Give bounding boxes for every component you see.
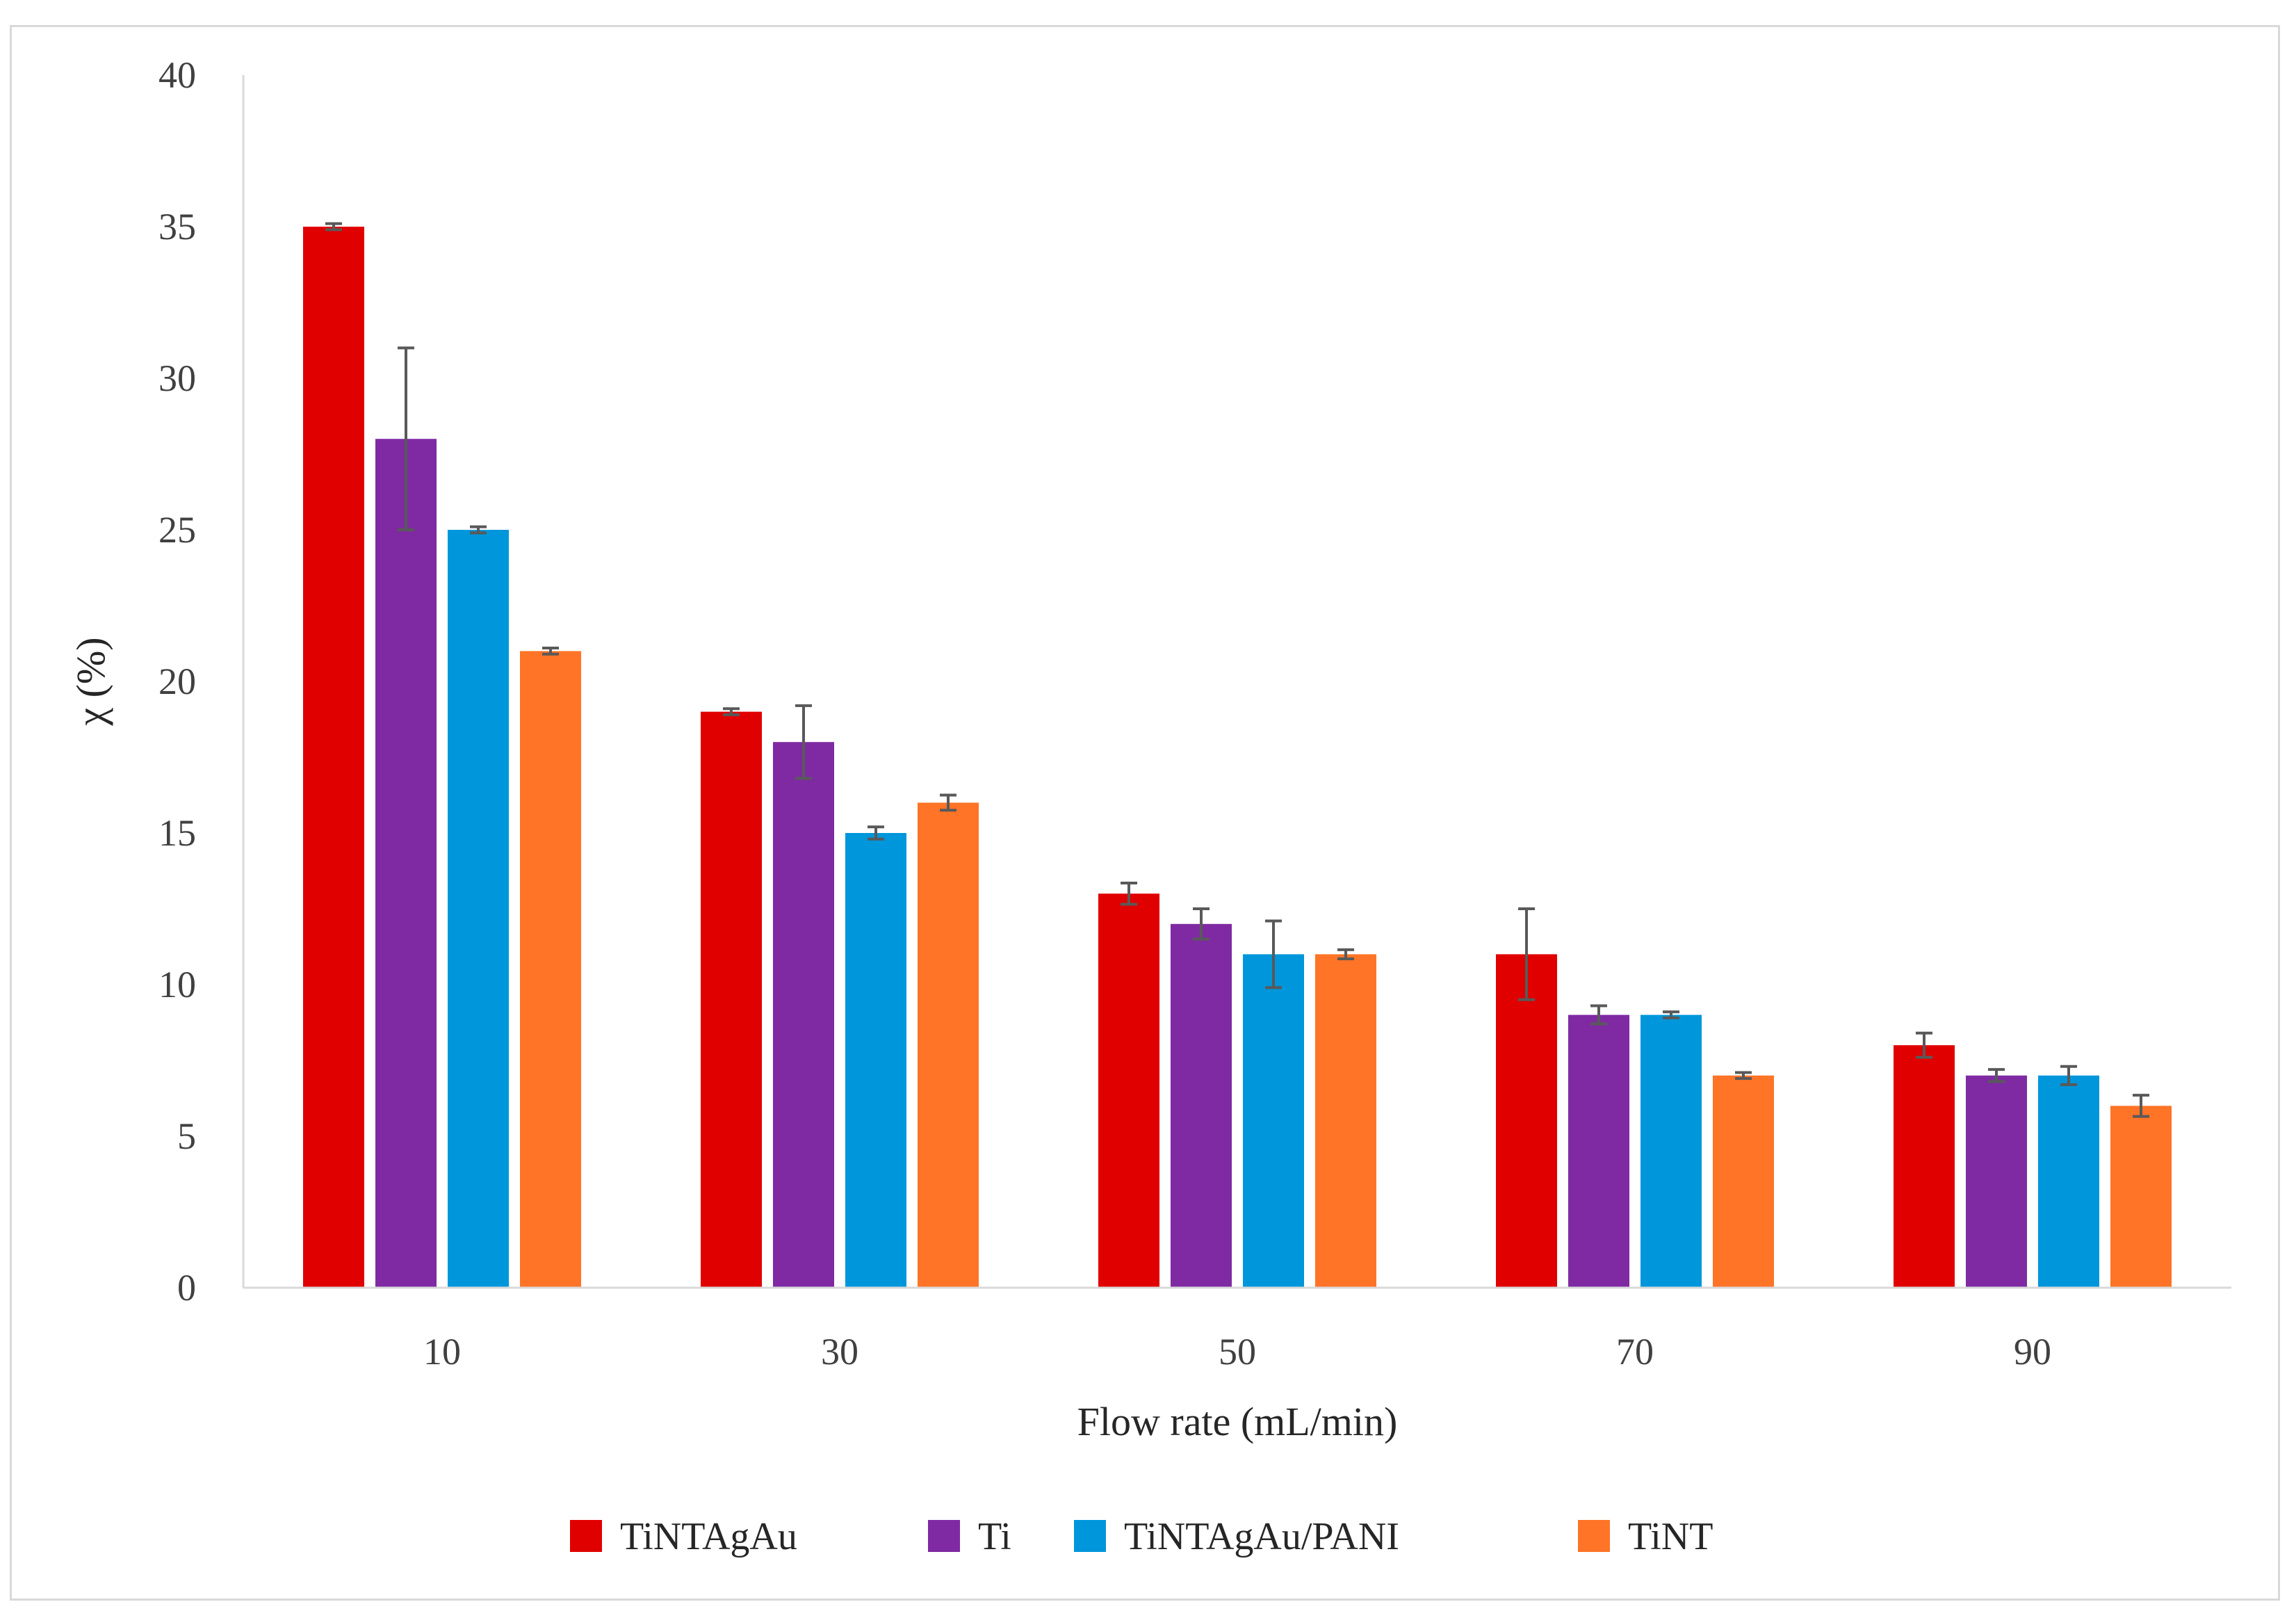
error-bar — [1988, 1068, 2005, 1083]
bar — [448, 530, 509, 1288]
legend-item: Ti — [928, 1515, 1011, 1558]
legend: TiNTAgAu Ti TiNTAgAu/PANI TiNT — [570, 1515, 1713, 1558]
y-axis-ticks: 0 5 10 15 20 25 30 35 40 — [158, 54, 196, 1309]
bar — [303, 227, 364, 1288]
x-tick-label: 90 — [2014, 1331, 2051, 1373]
y-tick-label: 5 — [177, 1115, 196, 1157]
bar — [1640, 1014, 1702, 1288]
y-tick-label: 40 — [158, 54, 196, 96]
legend-item: TiNTAgAu — [570, 1515, 797, 1558]
x-axis-title: Flow rate (mL/min) — [1077, 1399, 1398, 1444]
error-bar — [1590, 1004, 1607, 1026]
x-axis-ticks: 10 30 50 70 90 — [423, 1331, 2051, 1373]
error-bar — [1663, 1010, 1679, 1019]
bar — [2110, 1106, 2172, 1288]
error-bar — [868, 825, 884, 841]
legend-item: TiNT — [1578, 1515, 1713, 1558]
bar — [1315, 954, 1376, 1288]
bars — [303, 227, 2172, 1288]
bar — [1568, 1014, 1629, 1288]
error-bar — [1735, 1071, 1752, 1081]
legend-swatch — [928, 1520, 960, 1552]
bar — [520, 651, 581, 1288]
error-bar — [723, 707, 740, 716]
bar — [1966, 1075, 2027, 1288]
bar — [1098, 893, 1159, 1288]
x-tick-label: 30 — [821, 1331, 858, 1373]
legend-label: Ti — [978, 1515, 1011, 1558]
error-bar — [398, 346, 414, 531]
bar — [1713, 1075, 1774, 1288]
y-tick-label: 15 — [158, 812, 196, 854]
y-tick-label: 0 — [177, 1267, 196, 1309]
legend-label: TiNTAgAu/PANI — [1124, 1515, 1399, 1558]
y-tick-label: 30 — [158, 357, 196, 399]
error-bar — [1518, 907, 1535, 1001]
error-bar — [325, 222, 342, 232]
bar — [1496, 954, 1557, 1288]
y-tick-label: 20 — [158, 661, 196, 702]
error-bar — [2060, 1065, 2077, 1086]
legend-item: TiNTAgAu/PANI — [1074, 1515, 1399, 1558]
axes — [242, 75, 2231, 1289]
y-axis-title: χ (%) — [68, 637, 113, 726]
error-bar — [1916, 1031, 1932, 1059]
x-tick-label: 10 — [423, 1331, 461, 1373]
error-bar — [470, 525, 487, 535]
bar — [701, 711, 762, 1288]
error-bar — [1121, 881, 1137, 906]
error-bars — [325, 222, 2149, 1118]
bar — [1171, 923, 1232, 1288]
bar — [2038, 1075, 2099, 1288]
error-bar — [1265, 919, 1282, 989]
legend-label: TiNTAgAu — [620, 1515, 797, 1558]
legend-swatch — [1074, 1520, 1106, 1552]
bar — [1894, 1045, 1955, 1288]
y-tick-label: 35 — [158, 206, 196, 248]
legend-label: TiNT — [1628, 1515, 1713, 1558]
y-tick-label: 10 — [158, 964, 196, 1005]
bar — [375, 439, 437, 1288]
bar — [918, 802, 979, 1288]
error-bar — [795, 704, 812, 780]
x-tick-label: 50 — [1219, 1331, 1256, 1373]
legend-swatch — [1578, 1520, 1610, 1552]
bar — [773, 742, 834, 1288]
bar — [1243, 954, 1304, 1288]
x-tick-label: 70 — [1616, 1331, 1654, 1373]
error-bar — [940, 793, 956, 812]
error-bar — [542, 647, 559, 656]
bar — [845, 833, 906, 1288]
y-tick-label: 25 — [158, 509, 196, 551]
error-bar — [2133, 1094, 2149, 1118]
error-bar — [1337, 948, 1354, 960]
legend-swatch — [570, 1520, 602, 1552]
error-bar — [1193, 907, 1210, 941]
